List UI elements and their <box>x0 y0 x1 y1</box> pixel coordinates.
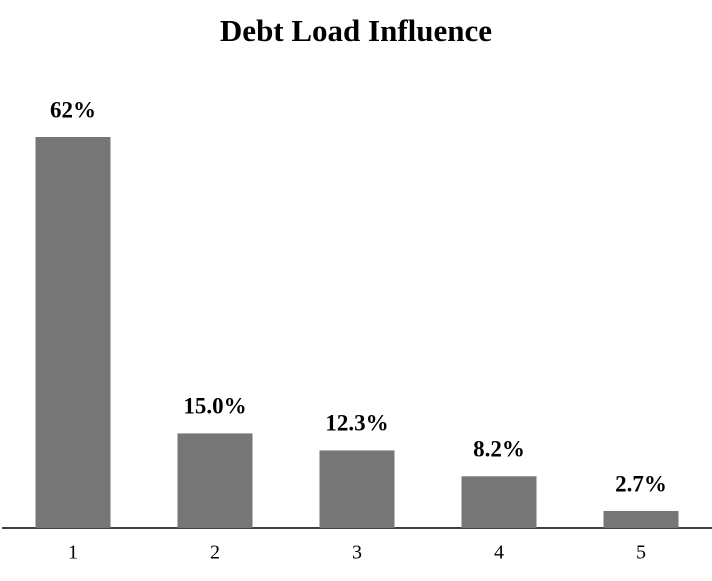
value-label: 12.3% <box>325 411 388 436</box>
value-label: 62% <box>50 97 96 122</box>
bar <box>177 433 253 528</box>
value-label: 15.0% <box>183 394 246 419</box>
bar <box>319 450 395 528</box>
bar <box>35 137 111 528</box>
bar <box>461 476 537 528</box>
value-label: 8.2% <box>473 437 525 462</box>
x-tick-label: 5 <box>636 542 646 564</box>
chart-title: Debt Load Influence <box>220 13 492 48</box>
x-tick-label: 4 <box>494 542 504 564</box>
bar <box>603 510 679 528</box>
value-label: 2.7% <box>615 471 667 496</box>
x-tick-label: 1 <box>68 542 78 564</box>
x-tick-label: 2 <box>210 542 220 564</box>
x-tick-label: 3 <box>352 542 362 564</box>
